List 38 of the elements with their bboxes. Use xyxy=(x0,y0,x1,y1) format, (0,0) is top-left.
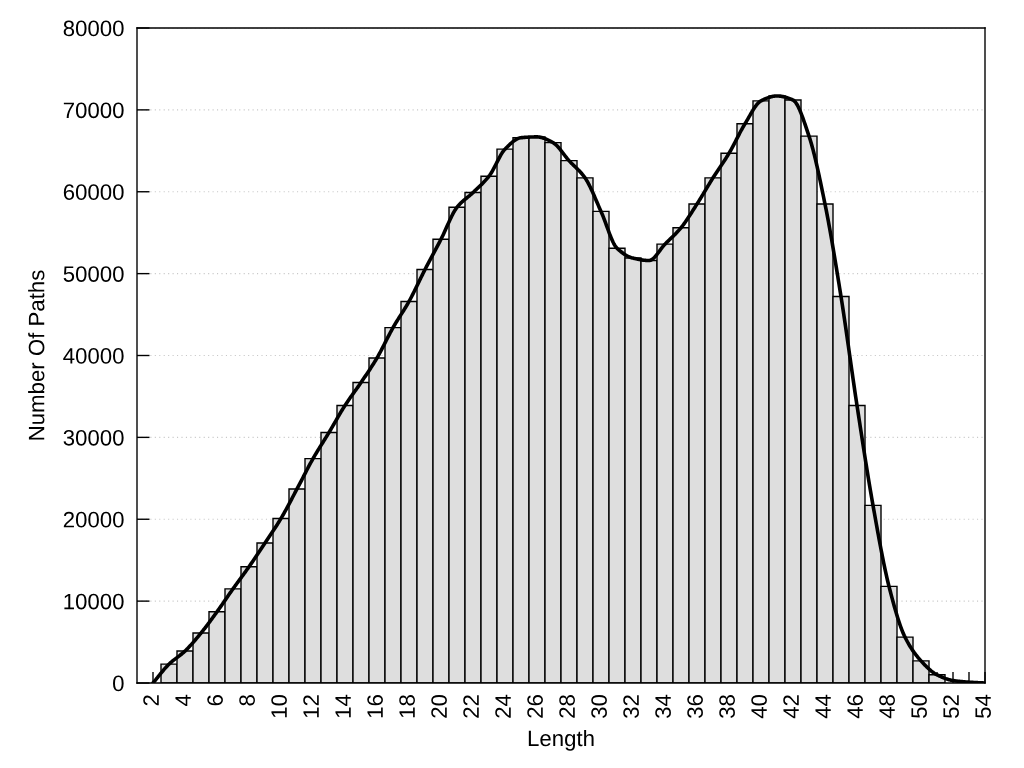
x-tick-label: 18 xyxy=(399,695,415,718)
x-tick-label: 50 xyxy=(911,694,927,718)
y-tick-label: 70000 xyxy=(63,102,124,119)
y-tick-label: 40000 xyxy=(63,348,124,364)
x-tick-label: 24 xyxy=(495,694,511,718)
x-tick-label: 30 xyxy=(591,694,607,718)
x-tick-label: 22 xyxy=(463,695,479,718)
x-tick-label: 40 xyxy=(751,694,767,719)
x-tick-label: 2 xyxy=(143,695,159,706)
x-tick-label: 34 xyxy=(655,694,671,718)
x-tick-label: 38 xyxy=(719,695,735,718)
x-tick-label: 4 xyxy=(175,694,191,706)
x-tick-label: 52 xyxy=(943,695,959,718)
y-axis-title: Number Of Paths xyxy=(28,270,45,440)
y-tick-label: 10000 xyxy=(64,593,124,610)
y-tick-label: 80000 xyxy=(63,20,124,37)
x-tick-label: 42 xyxy=(783,695,799,719)
y-tick-label: 30000 xyxy=(63,429,124,446)
y-tick-label: 20000 xyxy=(63,511,124,528)
x-tick-label: 16 xyxy=(367,695,383,718)
x-tick-label: 6 xyxy=(207,695,223,706)
x-axis-title: Length xyxy=(528,729,594,751)
x-tick-label: 8 xyxy=(239,695,255,706)
x-tick-label: 10 xyxy=(271,694,287,718)
y-tick-label: 50000 xyxy=(63,266,124,282)
x-tick-label: 44 xyxy=(815,694,831,719)
x-tick-label: 36 xyxy=(687,695,703,718)
x-tick-label: 26 xyxy=(527,695,543,718)
x-tick-label: 14 xyxy=(335,694,351,718)
x-tick-label: 12 xyxy=(303,695,319,718)
y-tick-label: 60000 xyxy=(63,184,124,201)
x-tick-label: 28 xyxy=(559,695,575,718)
x-tick-label: 54 xyxy=(975,694,991,718)
x-tick-label: 46 xyxy=(847,695,863,719)
x-tick-label: 32 xyxy=(623,695,639,718)
x-tick-label: 48 xyxy=(879,695,895,719)
x-tick-label: 20 xyxy=(431,694,447,718)
y-tick-label: 0 xyxy=(113,675,124,692)
